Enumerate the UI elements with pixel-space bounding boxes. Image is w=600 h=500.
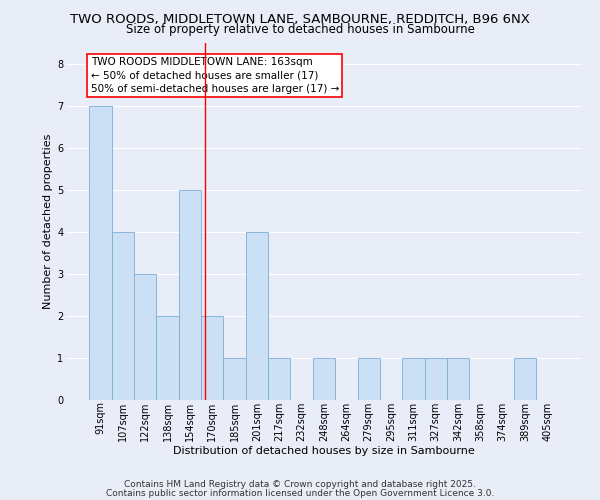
Bar: [514, 358, 536, 400]
Bar: [425, 358, 447, 400]
Bar: [223, 358, 246, 400]
Bar: [157, 316, 179, 400]
Y-axis label: Number of detached properties: Number of detached properties: [43, 134, 53, 309]
Text: Size of property relative to detached houses in Sambourne: Size of property relative to detached ho…: [125, 24, 475, 36]
Bar: [246, 232, 268, 400]
Bar: [89, 106, 112, 400]
Bar: [447, 358, 469, 400]
X-axis label: Distribution of detached houses by size in Sambourne: Distribution of detached houses by size …: [173, 446, 475, 456]
Bar: [179, 190, 201, 400]
Bar: [358, 358, 380, 400]
Text: Contains public sector information licensed under the Open Government Licence 3.: Contains public sector information licen…: [106, 489, 494, 498]
Text: Contains HM Land Registry data © Crown copyright and database right 2025.: Contains HM Land Registry data © Crown c…: [124, 480, 476, 489]
Bar: [402, 358, 425, 400]
Bar: [201, 316, 223, 400]
Text: TWO ROODS, MIDDLETOWN LANE, SAMBOURNE, REDDITCH, B96 6NX: TWO ROODS, MIDDLETOWN LANE, SAMBOURNE, R…: [70, 12, 530, 26]
Bar: [268, 358, 290, 400]
Bar: [134, 274, 157, 400]
Bar: [313, 358, 335, 400]
Bar: [112, 232, 134, 400]
Text: TWO ROODS MIDDLETOWN LANE: 163sqm
← 50% of detached houses are smaller (17)
50% : TWO ROODS MIDDLETOWN LANE: 163sqm ← 50% …: [91, 57, 339, 94]
